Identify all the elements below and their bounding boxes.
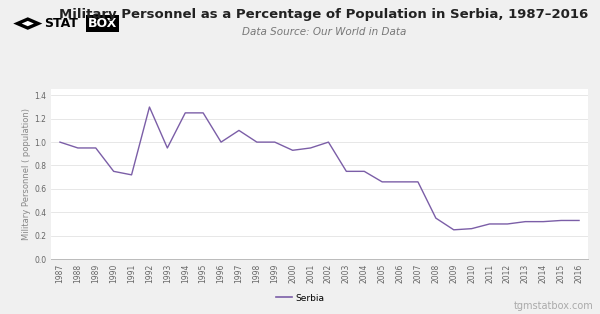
Text: tgmstatbox.com: tgmstatbox.com xyxy=(514,301,594,311)
Polygon shape xyxy=(22,21,34,26)
Legend: Serbia: Serbia xyxy=(272,290,328,306)
Y-axis label: Military Personnel ( population): Military Personnel ( population) xyxy=(22,108,31,240)
Text: Data Source: Our World in Data: Data Source: Our World in Data xyxy=(242,27,406,37)
Polygon shape xyxy=(13,17,42,30)
Text: BOX: BOX xyxy=(88,17,117,30)
Text: STAT: STAT xyxy=(44,17,78,30)
Text: Military Personnel as a Percentage of Population in Serbia, 1987–2016: Military Personnel as a Percentage of Po… xyxy=(59,8,589,21)
